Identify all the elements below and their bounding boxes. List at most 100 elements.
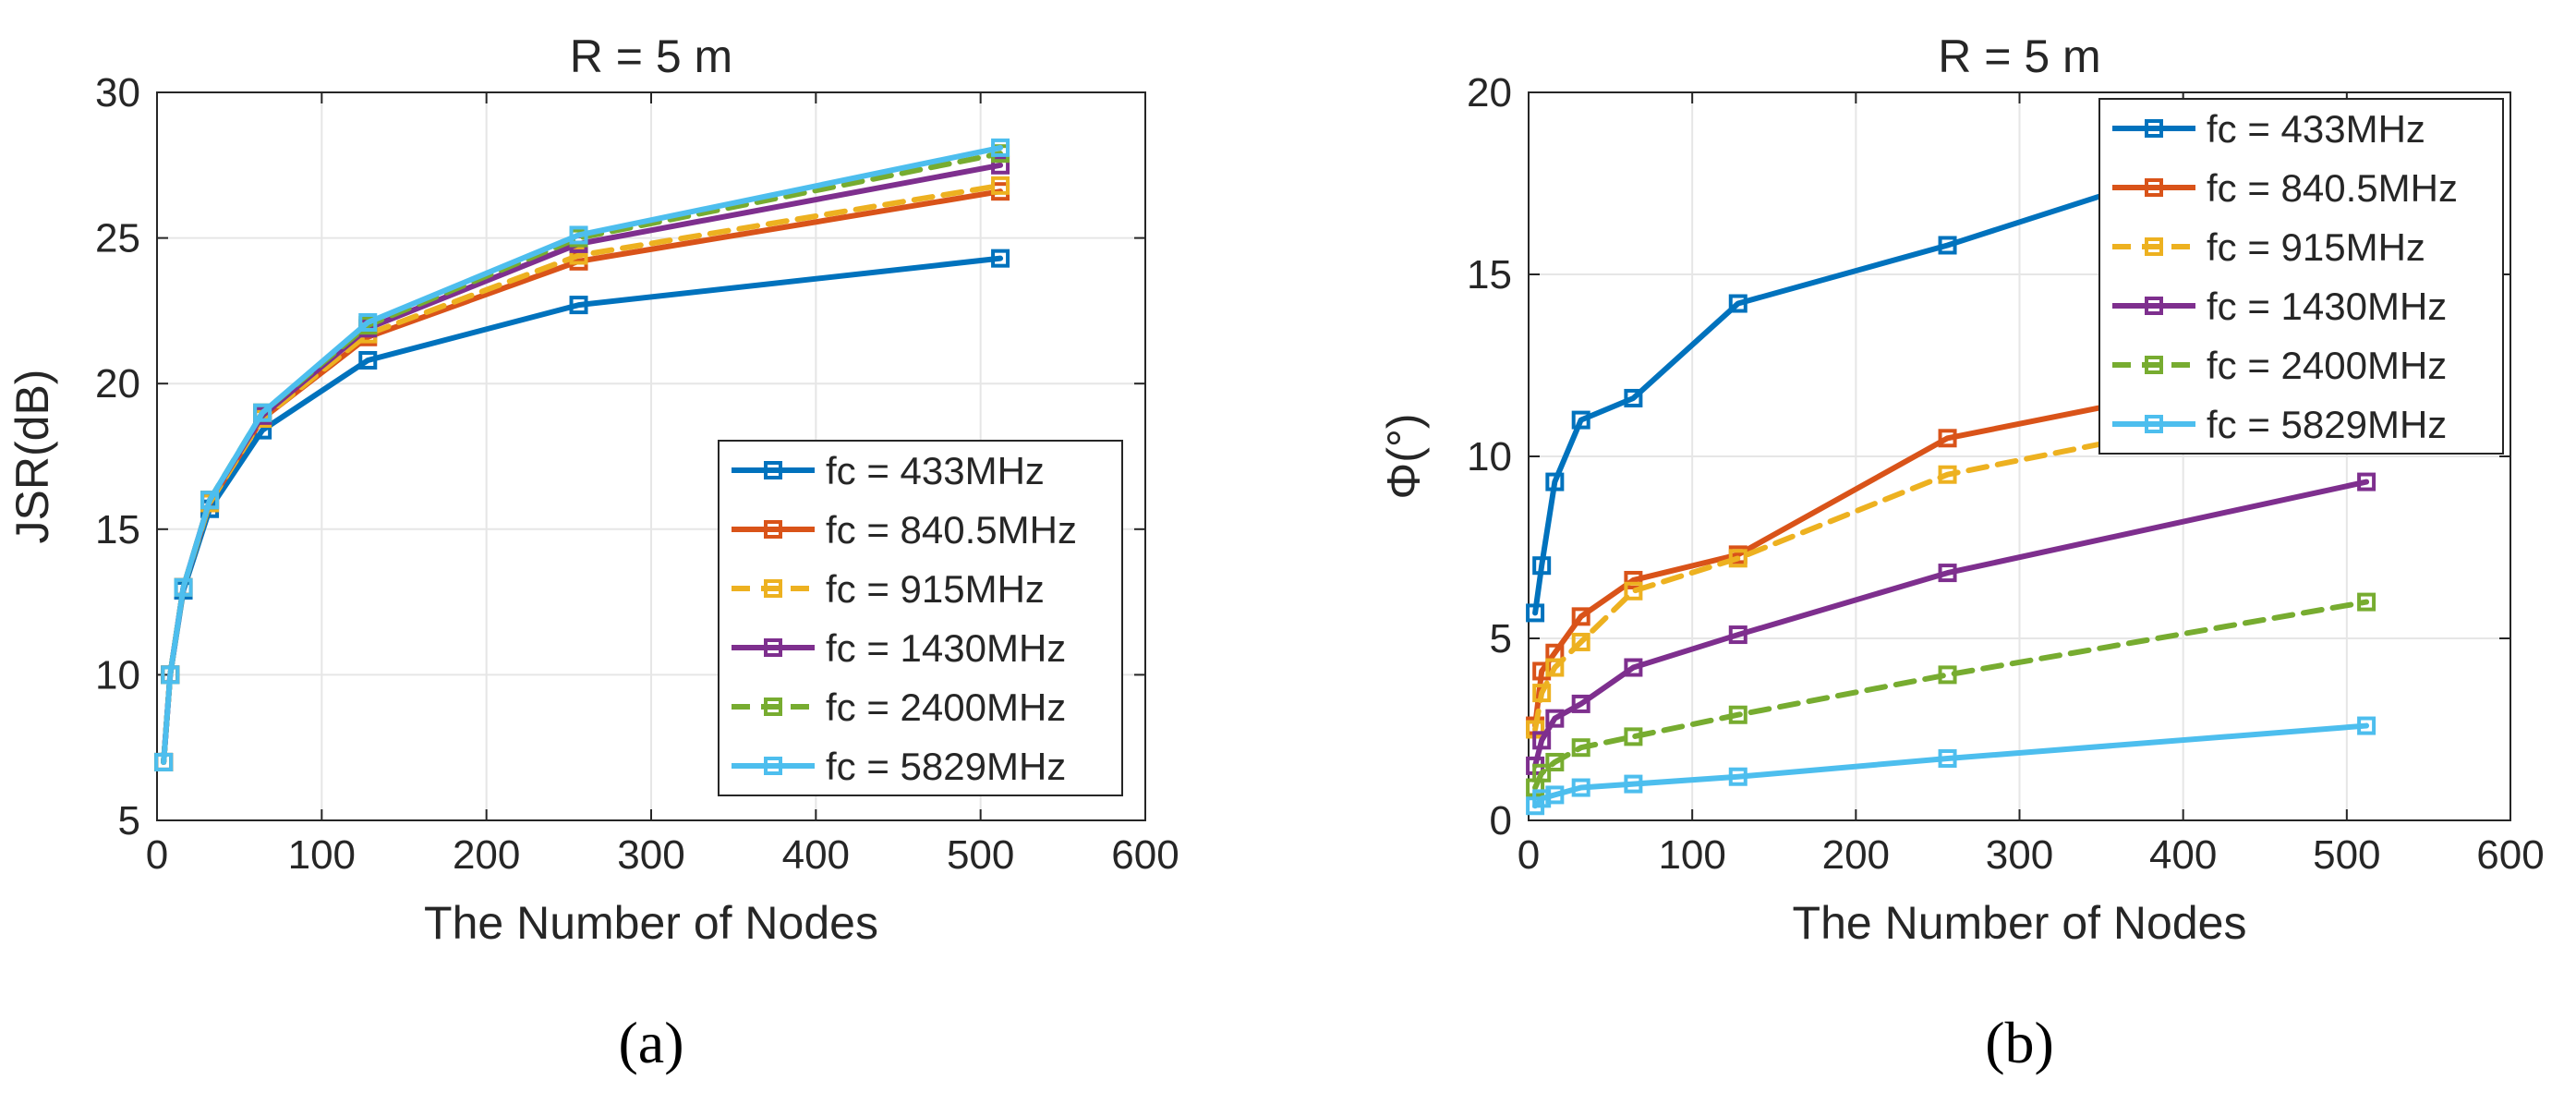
data-point [991, 176, 1010, 195]
x-tick-label: 400 [782, 832, 850, 878]
x-tick-label: 0 [146, 832, 168, 878]
legend-marker [764, 757, 782, 775]
series-4 [1526, 472, 2376, 775]
legend-marker [764, 461, 782, 479]
legend-label: fc = 433MHz [2207, 107, 2425, 151]
series-line [1532, 479, 2370, 769]
data-point [1938, 465, 1957, 484]
legend-entry: fc = 433MHz [2112, 107, 2425, 151]
legend-entry: fc = 1430MHz [2112, 285, 2447, 328]
legend-entry: fc = 5829MHz [732, 745, 1066, 788]
data-point [161, 665, 180, 685]
data-point [1728, 625, 1748, 645]
legend-label: fc = 5829MHz [2207, 403, 2447, 446]
data-point [1728, 767, 1748, 786]
legend: fc = 433MHz fc = 840.5MHz fc = 915MHz fc = … [2098, 98, 2504, 455]
legend-label: fc = 840.5MHz [826, 508, 1077, 552]
data-point [1532, 763, 1552, 783]
y-tick-label: 20 [95, 361, 140, 406]
x-axis-label: The Number of Nodes [424, 897, 878, 949]
legend-label: fc = 915MHz [826, 567, 1045, 611]
data-point [1526, 603, 1545, 623]
y-tick-label: 10 [1467, 434, 1512, 479]
data-point [1545, 752, 1565, 771]
data-point [1938, 749, 1957, 769]
panel-caption: (b) [1985, 1010, 2054, 1075]
data-point [991, 249, 1010, 268]
data-point [2357, 716, 2376, 735]
legend-entry: fc = 840.5MHz [732, 508, 1077, 552]
legend-label: fc = 2400MHz [826, 685, 1066, 729]
data-point [569, 225, 588, 245]
data-point [1571, 607, 1590, 626]
y-tick-label: 5 [1490, 616, 1512, 661]
y-axis-label: Φ(°) [1378, 413, 1430, 499]
data-point [1728, 549, 1748, 568]
panel-caption: (a) [618, 1010, 683, 1075]
x-tick-label: 500 [2313, 832, 2380, 878]
x-tick-label: 100 [1658, 832, 1725, 878]
series-line [1532, 107, 2370, 616]
x-tick-label: 500 [947, 832, 1014, 878]
data-point [1938, 564, 1957, 583]
series-line [1532, 351, 2370, 729]
data-point [1624, 774, 1643, 794]
data-point [174, 577, 193, 597]
legend-entry: fc = 433MHz [732, 449, 1045, 492]
data-point [1938, 665, 1957, 685]
chart-title: R = 5 m [570, 30, 732, 82]
legend: fc = 433MHz fc = 840.5MHz fc = 915MHz fc = … [718, 440, 1123, 796]
data-point [358, 350, 378, 370]
legend-entry: fc = 915MHz [732, 567, 1045, 611]
data-point [1728, 294, 1748, 313]
data-point [2357, 592, 2376, 612]
x-tick-label: 600 [2476, 832, 2544, 878]
data-point [154, 752, 174, 771]
data-point [1728, 705, 1748, 724]
legend-entry: fc = 2400MHz [732, 685, 1066, 729]
x-tick-label: 300 [1986, 832, 2053, 878]
legend-label: fc = 1430MHz [826, 626, 1066, 670]
legend-label: fc = 840.5MHz [2207, 166, 2458, 210]
series-6 [1526, 716, 2376, 816]
legend-marker [764, 638, 782, 657]
data-point [1571, 410, 1590, 430]
data-point [1624, 388, 1643, 407]
x-tick-label: 200 [453, 832, 520, 878]
x-tick-label: 100 [288, 832, 356, 878]
data-point [1571, 738, 1590, 758]
chart-panel-2: 0 100 200 300 400 500 600 0 5 10 15 20 R = 5 m The Nu… [1378, 30, 2545, 1075]
data-point [569, 246, 588, 265]
legend-entry: fc = 5829MHz [2112, 403, 2447, 446]
data-point [1545, 709, 1565, 728]
data-point [1624, 570, 1643, 589]
legend-marker [764, 520, 782, 539]
data-point [1545, 785, 1565, 805]
chart-title: R = 5 m [1938, 30, 2100, 82]
y-tick-label: 15 [95, 507, 140, 552]
legend-label: fc = 5829MHz [826, 745, 1066, 788]
legend-label: fc = 2400MHz [2207, 344, 2447, 387]
y-tick-label: 20 [1467, 70, 1512, 115]
data-point [1624, 581, 1643, 601]
legend-marker [2145, 415, 2163, 433]
y-tick-label: 30 [95, 70, 140, 115]
data-point [1624, 658, 1643, 677]
legend-marker [2145, 237, 2163, 256]
x-tick-label: 0 [1518, 832, 1540, 878]
series-line [1532, 599, 2370, 791]
legend-entry: fc = 840.5MHz [2112, 166, 2458, 210]
legend-marker [2145, 119, 2163, 138]
data-point [1532, 731, 1552, 750]
legend-entry: fc = 2400MHz [2112, 344, 2447, 387]
data-point [569, 296, 588, 315]
legend-marker [2145, 356, 2163, 374]
data-point [1545, 472, 1565, 491]
x-tick-label: 200 [1822, 832, 1890, 878]
data-point [358, 313, 378, 333]
data-point [253, 403, 272, 422]
legend-box [2098, 98, 2504, 455]
data-point [1571, 632, 1590, 651]
data-point [1938, 236, 1957, 255]
